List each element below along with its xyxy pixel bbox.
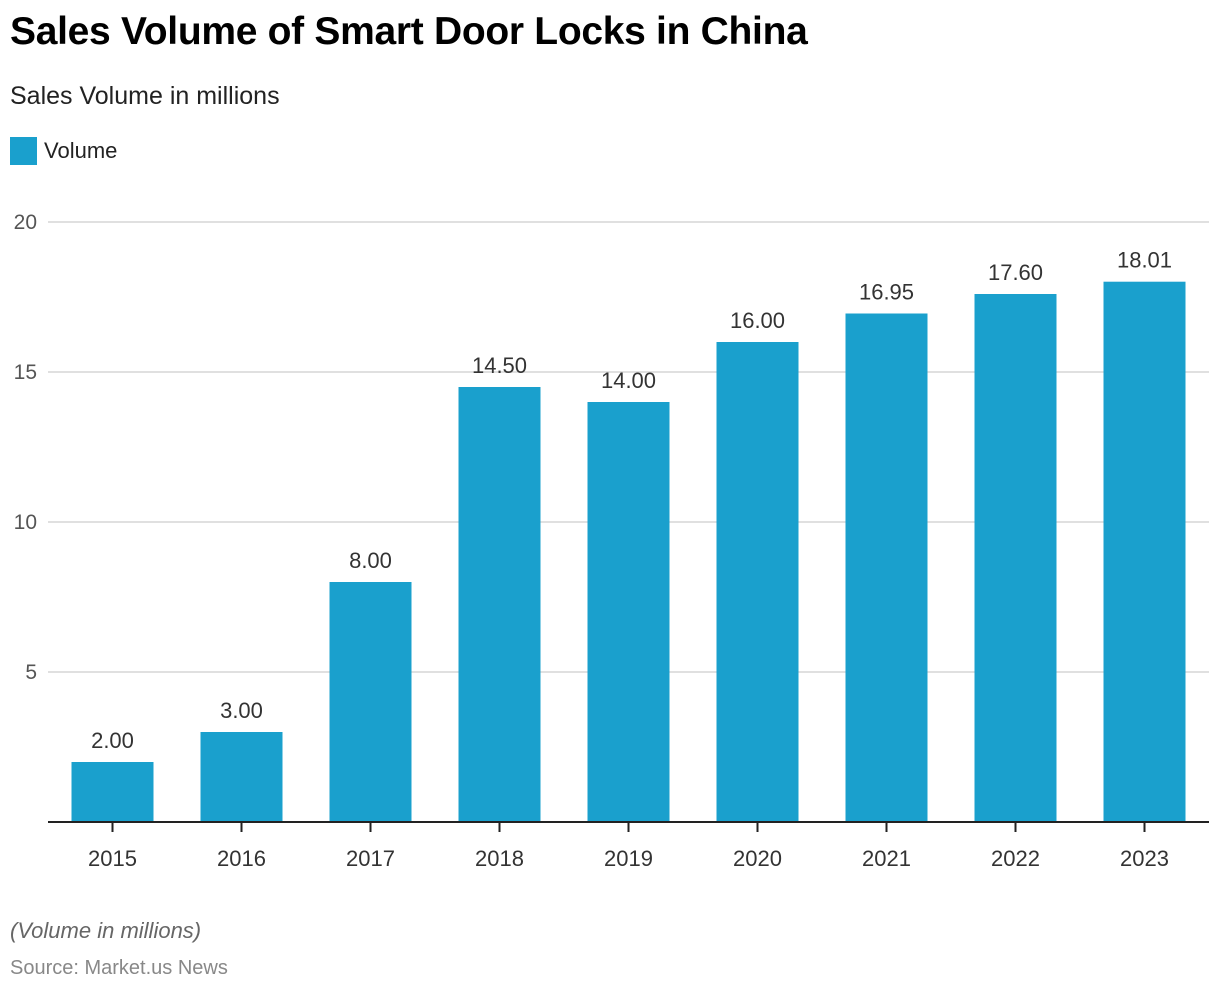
- bar-2022: [974, 294, 1057, 822]
- x-tick-label-2015: 2015: [88, 846, 137, 871]
- y-tick-label: 10: [14, 511, 37, 534]
- data-label-2016: 3.00: [220, 698, 263, 723]
- x-tick-label-2021: 2021: [862, 846, 911, 871]
- chart-subtitle: Sales Volume in millions: [10, 82, 280, 110]
- x-tick-label-2017: 2017: [346, 846, 395, 871]
- x-tick-label-2016: 2016: [217, 846, 266, 871]
- x-tick-label-2018: 2018: [475, 846, 524, 871]
- data-label-2023: 18.01: [1117, 248, 1172, 273]
- data-label-2020: 16.00: [730, 308, 785, 333]
- chart-title: Sales Volume of Smart Door Locks in Chin…: [10, 10, 808, 53]
- bar-2018: [458, 387, 541, 822]
- data-label-2021: 16.95: [859, 280, 914, 305]
- data-labels: 2.00 3.00 8.00 14.50 14.00 16.00 16.95 17.60 18.…: [91, 248, 1172, 753]
- x-tick-label-2023: 2023: [1120, 846, 1169, 871]
- data-label-2017: 8.00: [349, 548, 392, 573]
- x-tick-label-2022: 2022: [991, 846, 1040, 871]
- data-label-2022: 17.60: [988, 260, 1043, 285]
- bar-2023: [1103, 281, 1186, 822]
- data-label-2018: 14.50: [472, 353, 527, 378]
- footnote: (Volume in millions): [10, 918, 202, 943]
- y-tick-label: 5: [25, 661, 37, 684]
- x-axis: 2015 2016 2017 2018 2019 2020 2021 2022 2023: [48, 821, 1209, 871]
- bar-2021: [845, 313, 928, 822]
- y-tick-label: 20: [14, 211, 37, 234]
- y-tick-label: 15: [14, 361, 37, 384]
- bar-2015: [71, 762, 154, 822]
- legend: Volume: [10, 137, 117, 165]
- data-label-2019: 14.00: [601, 368, 656, 393]
- legend-swatch: [10, 137, 37, 165]
- bars: [71, 281, 1186, 822]
- bar-2019: [587, 402, 670, 822]
- bar-2016: [200, 732, 283, 822]
- x-tick-label-2019: 2019: [604, 846, 653, 871]
- data-label-2015: 2.00: [91, 728, 134, 753]
- x-tick-label-2020: 2020: [733, 846, 782, 871]
- source-note: Source: Market.us News: [10, 957, 228, 979]
- y-axis-ticks: 5 10 15 20: [14, 211, 37, 684]
- bar-2020: [716, 342, 799, 822]
- legend-label: Volume: [44, 138, 118, 163]
- bar-2017: [329, 582, 412, 822]
